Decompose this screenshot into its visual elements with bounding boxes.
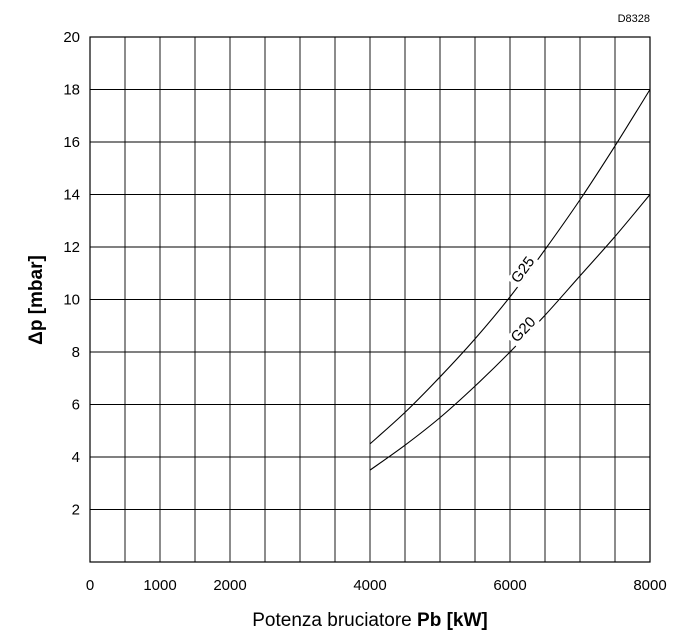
x-tick-label: 1000	[143, 577, 176, 594]
y-tick-label: 12	[63, 239, 80, 256]
series-label-background	[506, 251, 539, 288]
x-tick-label: 6000	[493, 577, 526, 594]
y-axis-label: Δp [mbar]	[26, 255, 47, 345]
grid	[89, 36, 651, 563]
plot-frame	[89, 36, 651, 563]
y-tick-label: 14	[63, 187, 80, 204]
series-label-background	[506, 312, 540, 347]
y-tick-label: 18	[63, 82, 80, 99]
x-tick-label: 8000	[633, 577, 666, 594]
y-tick-label: 16	[63, 134, 80, 151]
y-tick-label: 4	[72, 449, 80, 466]
y-tick-label: 20	[63, 29, 80, 46]
y-tick-label: 8	[72, 344, 80, 361]
y-axis-ticks: 2 4 6 8 10 12 14 16 18 20	[63, 29, 80, 519]
series-label-group: G20	[506, 312, 540, 347]
x-axis-label-prefix: Potenza bruciatore	[252, 610, 417, 631]
y-tick-label: 6	[72, 397, 80, 414]
y-tick-label: 2	[72, 502, 80, 519]
x-axis-label-unit: Pb [kW]	[417, 610, 488, 631]
series-line-g20	[369, 194, 651, 471]
series-label-group: G25	[506, 251, 539, 288]
chart-code: D8328	[618, 13, 650, 25]
x-axis-label: Potenza bruciatore Pb [kW]	[252, 610, 487, 631]
series-line-g25	[369, 89, 651, 445]
x-tick-label: 4000	[353, 577, 386, 594]
x-axis-ticks: 0 1000 2000 4000 6000 8000	[86, 577, 667, 594]
y-tick-label: 10	[63, 292, 80, 309]
x-tick-label: 0	[86, 577, 94, 594]
x-tick-label: 2000	[213, 577, 246, 594]
